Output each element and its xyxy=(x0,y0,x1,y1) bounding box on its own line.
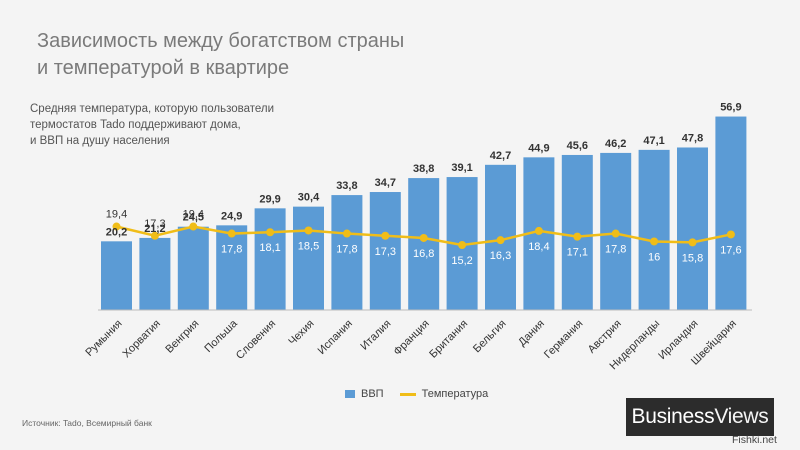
source-note: Источник: Tado, Всемирный банк xyxy=(22,418,152,428)
temperature-value-label: 17,3 xyxy=(375,246,396,258)
temperature-point xyxy=(611,229,620,238)
category-label: Чехия xyxy=(286,318,316,348)
temperature-point xyxy=(458,241,467,249)
temperature-value-label: 17,1 xyxy=(567,247,588,259)
bar xyxy=(254,208,286,310)
category-label: Словения xyxy=(234,318,278,362)
temperature-value-label: 16,3 xyxy=(490,250,511,262)
subtitle-line3: и ВВП на душу населения xyxy=(30,135,170,147)
bar xyxy=(677,147,708,310)
temperature-point xyxy=(189,222,198,231)
temperature-point xyxy=(650,237,659,246)
temperature-value-label: 17,6 xyxy=(720,244,741,256)
temperature-point xyxy=(534,226,543,235)
category-label: Венгрия xyxy=(163,318,201,356)
legend-bar-label: ВВП xyxy=(361,388,384,400)
bar-value-label: 21,2 xyxy=(144,223,165,235)
legend: ВВП Температура xyxy=(345,388,488,400)
temperature-value-label: 18,5 xyxy=(298,240,319,252)
category-label: Бельгия xyxy=(471,318,509,356)
bar xyxy=(216,225,248,310)
bar-value-label: 24,5 xyxy=(183,212,204,224)
temperature-value-label: 19,4 xyxy=(183,209,204,221)
category-label: Франция xyxy=(391,318,431,358)
temperature-value-label: 15,8 xyxy=(682,252,703,264)
businessviews-logo: BusinessViews xyxy=(626,398,774,436)
bar xyxy=(561,154,593,310)
category-label: Италия xyxy=(358,318,393,353)
temperature-point xyxy=(419,233,428,242)
bar-value-label: 33,8 xyxy=(336,180,357,192)
bar-value-label: 45,6 xyxy=(567,140,588,152)
temperature-value-label: 16,8 xyxy=(413,248,434,260)
temperature-value-label: 16 xyxy=(648,251,660,263)
watermark: Fishki.net xyxy=(732,434,777,446)
category-label: Австрия xyxy=(586,318,624,356)
temperature-value-label: 18,4 xyxy=(528,241,549,253)
legend-line-label: Температура xyxy=(421,388,489,400)
temperature-value-label: 15,2 xyxy=(451,255,472,267)
bar-value-label: 20,2 xyxy=(106,226,127,238)
temperature-point xyxy=(304,226,313,235)
legend-line-swatch xyxy=(399,392,416,396)
temperature-value-label: 17,8 xyxy=(221,244,242,256)
bar-value-label: 47,1 xyxy=(643,135,664,147)
category-label: Британия xyxy=(427,318,470,361)
chart-title-line1: Зависимость между богатством страны xyxy=(37,30,405,52)
category-label: Польша xyxy=(202,317,240,355)
bar-value-label: 47,8 xyxy=(682,132,703,144)
bar xyxy=(715,116,747,310)
category-label: Испания xyxy=(316,318,355,357)
temperature-value-label: 17,8 xyxy=(336,244,357,256)
temperature-point xyxy=(266,228,275,237)
bar-value-label: 30,4 xyxy=(298,192,320,204)
subtitle-line1: Средняя температура, которую пользовател… xyxy=(30,103,275,115)
temperature-value-label: 17,3 xyxy=(144,218,165,230)
bar-value-label: 24,9 xyxy=(221,210,242,222)
bar-value-label: 29,9 xyxy=(259,193,280,205)
temperature-point xyxy=(227,229,236,238)
bar-value-label: 38,8 xyxy=(413,163,434,175)
bar-value-label: 39,1 xyxy=(451,162,472,174)
bar xyxy=(638,149,670,310)
temperature-value-label: 18,1 xyxy=(259,242,280,254)
temperature-value-label: 17,8 xyxy=(605,244,626,256)
bar xyxy=(369,192,401,310)
temperature-point xyxy=(726,230,735,239)
bar-value-label: 46,2 xyxy=(605,138,626,150)
logo-views: Views xyxy=(714,405,769,428)
bar xyxy=(101,241,132,310)
logo-business: Business xyxy=(631,405,715,428)
bar-value-label: 42,7 xyxy=(490,150,511,162)
category-label: Германия xyxy=(542,318,585,361)
temperature-point xyxy=(496,236,505,245)
category-label: Хорватия xyxy=(120,318,163,361)
category-label: Румыния xyxy=(83,318,124,359)
bar-value-label: 34,7 xyxy=(375,177,396,189)
chart-subtitle: Средняя температура, которую пользовател… xyxy=(30,101,290,149)
bar-value-label: 56,9 xyxy=(720,102,741,114)
temperature-point xyxy=(573,232,582,241)
temperature-point xyxy=(688,238,697,247)
bar xyxy=(331,195,363,310)
bar xyxy=(408,178,440,310)
bar-value-label: 44,9 xyxy=(528,142,549,154)
temperature-value-label: 19,4 xyxy=(106,209,127,221)
bar xyxy=(293,206,324,310)
temperature-point xyxy=(381,231,390,240)
temperature-point xyxy=(342,229,351,238)
chart-title-line2: и температурой в квартире xyxy=(37,57,290,79)
subtitle-line2: термостатов Tado поддерживают дома, xyxy=(30,119,241,131)
line-layer xyxy=(112,222,735,249)
category-label: Дания xyxy=(516,318,547,349)
bar xyxy=(139,237,171,310)
chart-title: Зависимость между богатством страны и те… xyxy=(37,28,497,82)
legend-bar-swatch xyxy=(345,390,355,398)
bar xyxy=(177,226,209,310)
temperature-point xyxy=(150,231,159,240)
temperature-point xyxy=(112,222,121,231)
